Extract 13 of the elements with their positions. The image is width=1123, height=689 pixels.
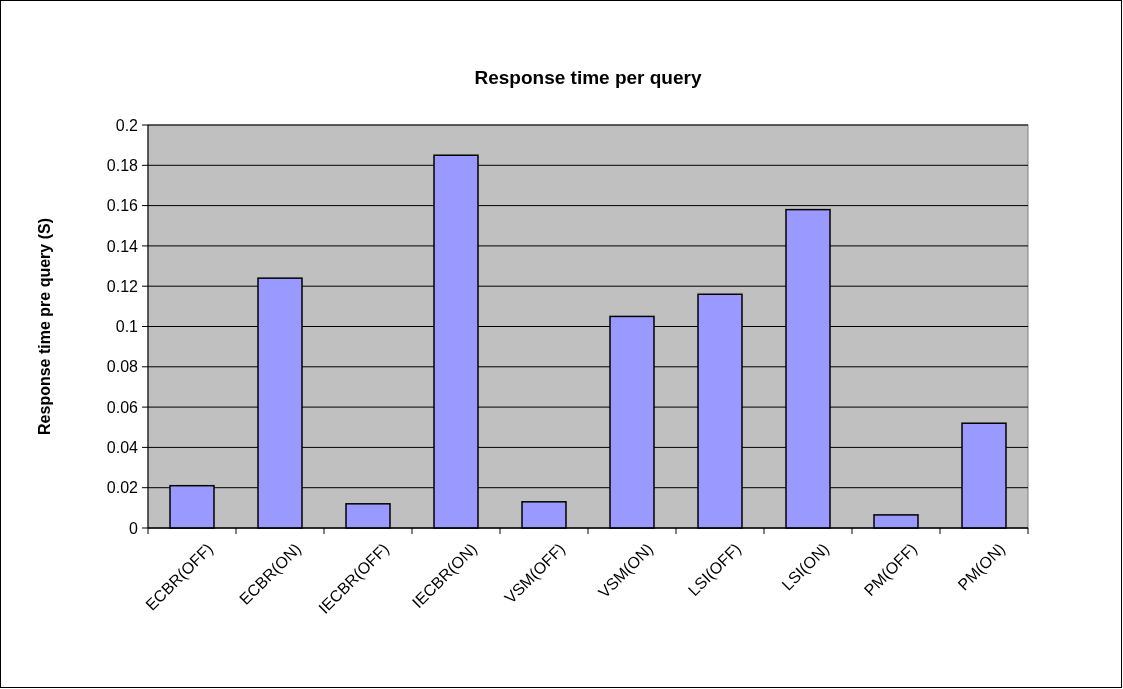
y-tick-label: 0.08 bbox=[106, 358, 139, 376]
y-tick-label: 0.06 bbox=[106, 398, 139, 416]
y-tick-label: 0 bbox=[129, 519, 139, 537]
chart-title: Response time per query bbox=[474, 67, 702, 88]
y-tick-label: 0.12 bbox=[106, 277, 139, 295]
y-tick-label: 0.18 bbox=[106, 156, 139, 174]
y-tick-label: 0.1 bbox=[115, 318, 139, 336]
y-axis-title: Response time pre query (S) bbox=[36, 218, 53, 435]
y-tick-label: 0.16 bbox=[106, 197, 139, 215]
y-tick-label: 0.14 bbox=[106, 237, 139, 255]
y-tick-label: 0.04 bbox=[106, 439, 139, 456]
y-tick-label: 0.2 bbox=[115, 116, 139, 134]
y-tick-label: 0.02 bbox=[106, 479, 139, 497]
